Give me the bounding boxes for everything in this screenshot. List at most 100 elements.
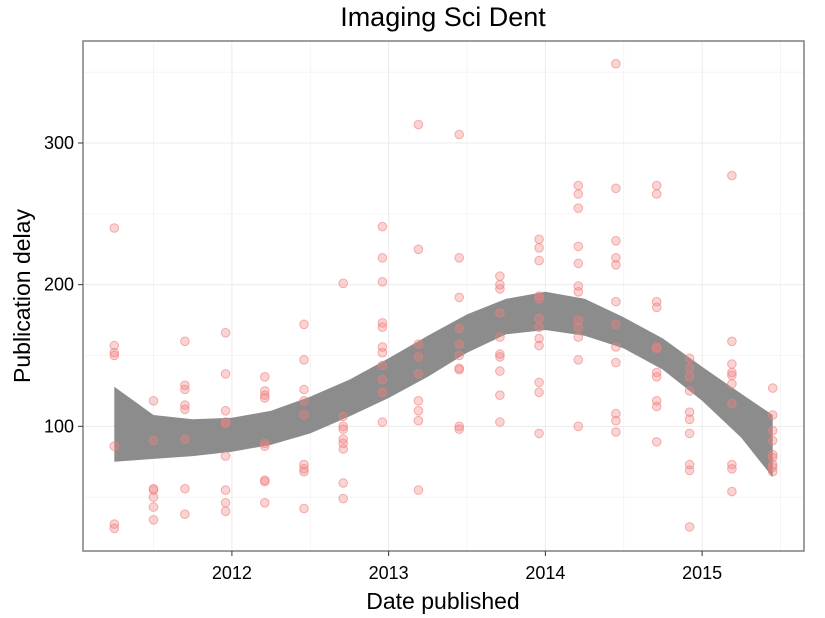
data-point — [495, 417, 505, 427]
x-axis-title: Date published — [366, 588, 519, 614]
x-tick-label: 2014 — [525, 563, 565, 583]
data-point — [338, 278, 349, 289]
data-point — [684, 386, 695, 396]
data-point — [220, 485, 231, 495]
data-point — [573, 203, 584, 213]
data-point — [454, 339, 465, 350]
chart-title: Imaging Sci Dent — [340, 2, 546, 32]
data-point — [573, 421, 584, 432]
data-point — [377, 221, 388, 232]
data-point — [454, 252, 465, 263]
data-point — [109, 441, 120, 452]
data-point — [573, 241, 584, 252]
data-point — [651, 343, 662, 354]
data-point — [377, 347, 388, 358]
data-point — [534, 234, 544, 245]
data-point — [180, 336, 190, 347]
data-point — [495, 308, 505, 318]
data-point — [413, 369, 424, 379]
data-point — [767, 452, 778, 463]
data-point — [727, 486, 737, 497]
data-point — [454, 292, 465, 303]
data-point — [767, 435, 778, 446]
data-point — [684, 428, 695, 439]
data-point — [338, 424, 349, 435]
data-point — [220, 498, 231, 508]
data-point — [573, 287, 584, 297]
data-point — [260, 441, 270, 452]
data-point — [109, 350, 120, 361]
data-point — [573, 189, 584, 199]
data-point — [534, 294, 544, 304]
data-point — [148, 485, 159, 495]
data-point — [454, 323, 465, 334]
data-point — [727, 367, 737, 378]
x-tick-label: 2015 — [682, 563, 722, 583]
data-point — [495, 366, 505, 376]
data-point — [573, 315, 584, 325]
data-point — [413, 352, 424, 362]
data-point — [684, 372, 695, 382]
data-point — [611, 183, 621, 194]
data-point — [767, 410, 778, 420]
data-point — [338, 411, 349, 422]
data-point — [611, 357, 621, 368]
data-point — [534, 428, 544, 439]
data-point — [377, 387, 388, 398]
data-point — [611, 260, 621, 270]
data-point — [534, 255, 544, 266]
data-point — [109, 523, 120, 534]
data-point — [454, 424, 465, 435]
data-point — [727, 464, 737, 474]
data-point — [180, 404, 190, 415]
data-point — [413, 119, 424, 130]
data-point — [454, 350, 465, 361]
data-point — [299, 466, 309, 477]
data-point — [684, 407, 695, 418]
data-point — [377, 417, 388, 427]
data-point — [727, 336, 737, 347]
data-point — [338, 478, 349, 488]
scatter-points — [109, 58, 778, 534]
data-point — [377, 277, 388, 287]
data-point — [299, 410, 309, 420]
data-point — [260, 476, 270, 487]
data-point — [338, 493, 349, 504]
data-point — [299, 396, 309, 406]
data-point — [377, 322, 388, 333]
data-point — [299, 384, 309, 395]
data-point — [495, 390, 505, 401]
data-point — [611, 427, 621, 437]
data-point — [180, 434, 190, 444]
data-point — [651, 401, 662, 412]
data-point — [454, 421, 465, 432]
data-point — [684, 363, 695, 374]
data-point — [534, 377, 544, 388]
data-point — [413, 244, 424, 255]
gridlines — [83, 41, 804, 551]
data-point — [534, 313, 544, 324]
data-point — [299, 503, 309, 514]
data-point — [495, 352, 505, 362]
data-point — [495, 349, 505, 359]
data-point — [377, 374, 388, 385]
data-point — [611, 252, 621, 263]
data-point — [338, 421, 349, 432]
data-point — [534, 243, 544, 253]
data-point — [573, 332, 584, 342]
data-point — [109, 347, 120, 358]
y-tick-label: 100 — [44, 416, 74, 436]
data-point — [148, 396, 159, 406]
data-point — [651, 189, 662, 199]
data-point — [727, 359, 737, 369]
data-point — [260, 390, 270, 401]
data-point — [299, 319, 309, 330]
data-point — [573, 355, 584, 365]
data-point — [573, 180, 584, 191]
data-point — [573, 258, 584, 269]
data-point — [413, 406, 424, 416]
data-point — [260, 372, 270, 382]
data-point — [220, 418, 231, 429]
data-point — [534, 387, 544, 398]
